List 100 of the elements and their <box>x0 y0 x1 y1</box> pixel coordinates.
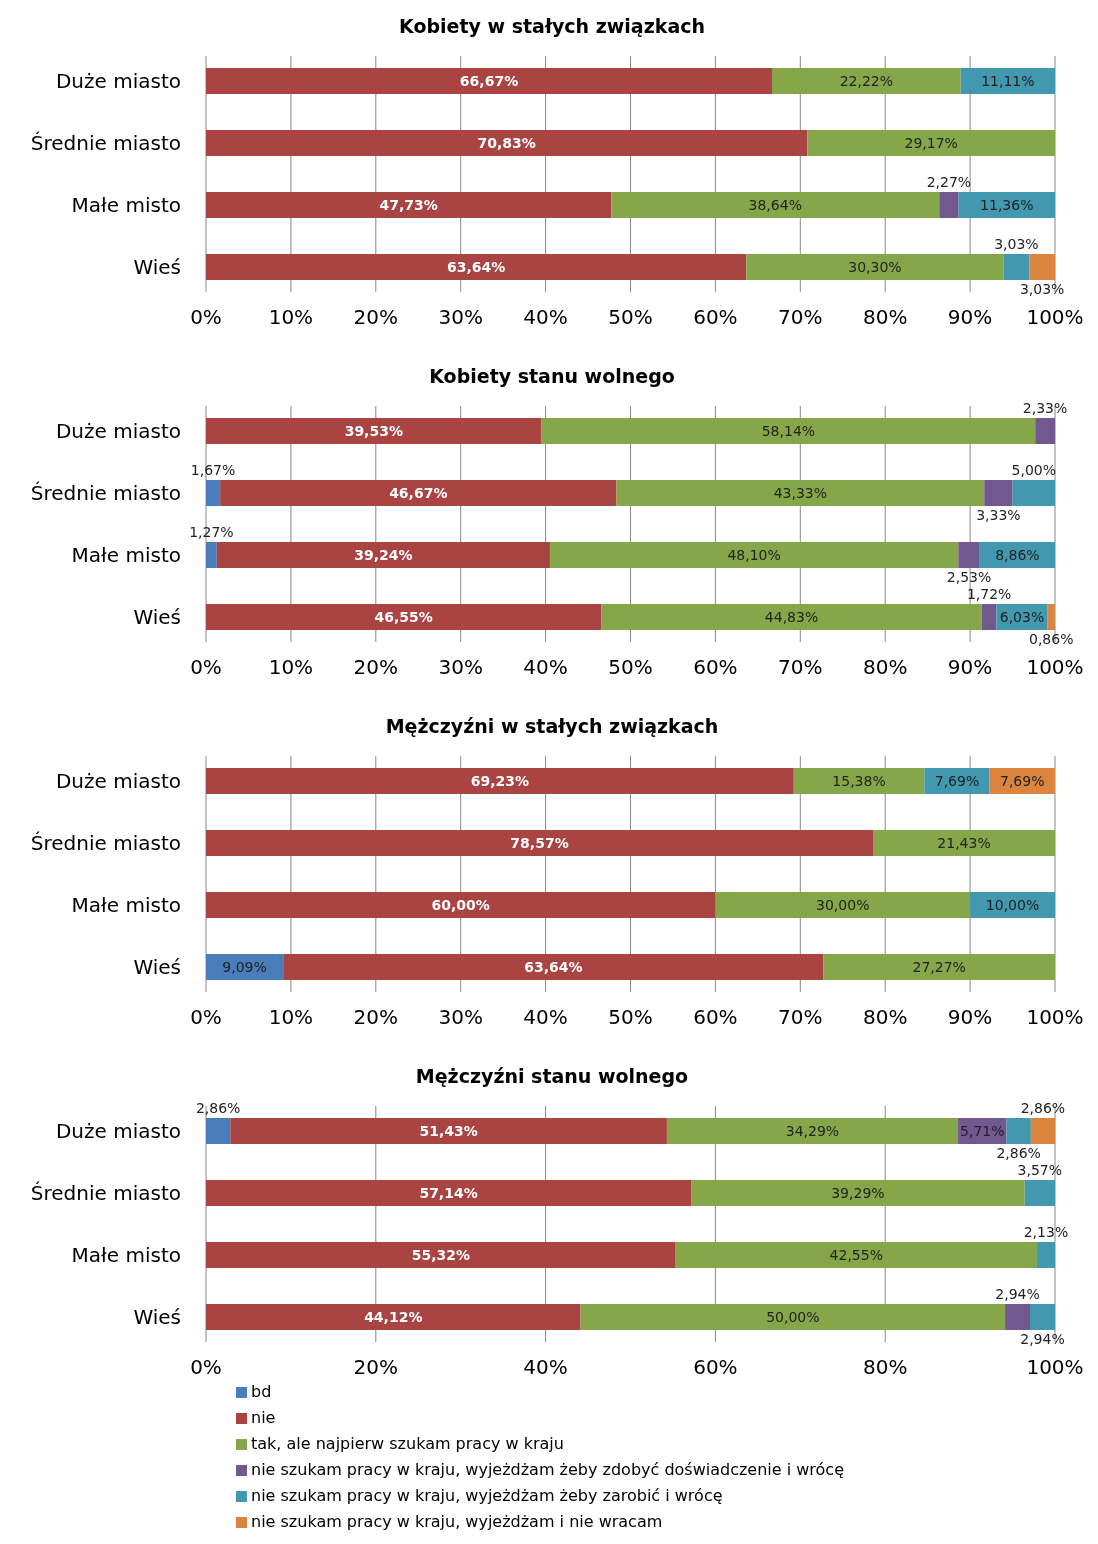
bar <box>616 480 985 506</box>
bar <box>206 1242 676 1268</box>
x-tick-label: 20% <box>353 1005 399 1029</box>
bar <box>1012 480 1055 506</box>
bar <box>541 418 1036 444</box>
legend-label: tak, ale najpierw szukam pracy w kraju <box>251 1434 564 1453</box>
data-label: 2,13% <box>1023 1224 1069 1240</box>
x-tick-label: 30% <box>438 1005 483 1029</box>
data-label: 2,33% <box>1022 400 1068 416</box>
bar <box>1030 1118 1056 1144</box>
y-tick-label: Średnie miasto <box>30 831 181 855</box>
bar <box>206 604 602 630</box>
x-tick-label: 70% <box>778 655 823 679</box>
data-label: 34,29% <box>785 1123 840 1139</box>
chart-title: Mężczyźni stanu wolnego <box>415 1065 689 1087</box>
y-tick-label: Duże miasto <box>55 419 181 443</box>
legend-label: bd <box>251 1382 272 1401</box>
x-tick-label: 100% <box>1026 1355 1084 1379</box>
y-tick-label: Wieś <box>133 255 181 279</box>
x-tick-label: 50% <box>608 1005 653 1029</box>
bar <box>206 830 874 856</box>
x-tick-label: 70% <box>778 1005 823 1029</box>
x-tick-label: 50% <box>608 305 653 329</box>
x-tick-label: 90% <box>947 655 993 679</box>
bar <box>601 604 982 630</box>
bar <box>230 1118 667 1144</box>
chart-title: Kobiety stanu wolnego <box>429 365 675 387</box>
data-label: 58,14% <box>761 423 816 439</box>
x-tick-label: 40% <box>523 305 568 329</box>
bar <box>206 130 808 156</box>
data-label: 39,53% <box>344 423 403 439</box>
data-label: 44,83% <box>764 609 819 625</box>
legend-label: nie szukam pracy w kraju, wyjeżdżam żeby zarobić i wrócę <box>251 1486 723 1505</box>
data-label: 3,33% <box>976 507 1021 523</box>
bar <box>1036 1242 1055 1268</box>
bar <box>823 954 1055 980</box>
bar <box>1024 1180 1055 1206</box>
data-label: 21,43% <box>937 835 991 851</box>
data-label: 2,86% <box>996 1145 1041 1161</box>
x-tick-label: 80% <box>862 1355 908 1379</box>
x-tick-label: 100% <box>1026 1005 1084 1029</box>
bar <box>960 68 1055 94</box>
data-label: 57,14% <box>419 1185 478 1201</box>
data-label: 1,72% <box>966 586 1012 602</box>
x-tick-label: 40% <box>523 655 568 679</box>
y-tick-label: Wieś <box>133 605 181 629</box>
bar <box>981 604 997 630</box>
bar <box>1047 604 1055 630</box>
data-label: 7,69% <box>1000 773 1045 789</box>
x-tick-label: 90% <box>947 305 993 329</box>
x-tick-label: 80% <box>862 655 908 679</box>
data-label: 66,67% <box>459 73 519 89</box>
x-tick-label: 60% <box>693 655 738 679</box>
x-tick-label: 100% <box>1026 305 1084 329</box>
bar <box>206 1118 231 1144</box>
bar <box>807 130 1055 156</box>
x-tick-label: 90% <box>947 1005 993 1029</box>
y-tick-label: Wieś <box>133 955 181 979</box>
data-label: 30,30% <box>848 259 902 275</box>
y-tick-label: Małe misto <box>71 543 181 567</box>
bar <box>1029 254 1055 280</box>
x-tick-label: 60% <box>693 1005 738 1029</box>
data-label: 42,55% <box>829 1247 883 1263</box>
bar <box>220 480 617 506</box>
data-label: 22,22% <box>839 73 894 89</box>
data-label: 2,94% <box>1020 1331 1065 1347</box>
data-label: 0,86% <box>1029 631 1074 647</box>
y-tick-label: Małe misto <box>71 1243 181 1267</box>
data-label: 29,17% <box>904 135 958 151</box>
bar <box>206 542 217 568</box>
bar <box>206 418 542 444</box>
bar <box>1030 1304 1055 1330</box>
bar <box>715 892 971 918</box>
legend-label: nie szukam pracy w kraju, wyjeżdżam i nie wracam <box>251 1512 663 1531</box>
data-label: 2,27% <box>926 174 972 190</box>
x-tick-label: 0% <box>190 305 222 329</box>
data-label: 2,53% <box>946 569 992 585</box>
bar <box>939 192 959 218</box>
x-tick-label: 60% <box>693 305 738 329</box>
data-label: 3,03% <box>1019 281 1065 297</box>
data-label: 9,09% <box>222 959 267 975</box>
bar <box>580 1304 1006 1330</box>
x-tick-label: 40% <box>523 1355 568 1379</box>
data-label: 50,00% <box>766 1309 820 1325</box>
bar <box>1006 1118 1031 1144</box>
x-tick-label: 0% <box>190 655 222 679</box>
bar <box>206 892 716 918</box>
data-label: 69,23% <box>470 773 530 789</box>
chart-title: Kobiety w stałych związkach <box>399 15 705 37</box>
bar <box>1005 1304 1031 1330</box>
data-label: 60,00% <box>431 897 490 913</box>
data-label: 15,38% <box>832 773 886 789</box>
x-tick-label: 60% <box>693 1355 738 1379</box>
bar <box>206 1304 581 1330</box>
x-tick-label: 80% <box>862 1005 908 1029</box>
data-label: 47,73% <box>379 197 438 213</box>
bar <box>206 254 747 280</box>
x-tick-label: 70% <box>778 305 823 329</box>
x-tick-label: 0% <box>190 1355 222 1379</box>
bar <box>206 192 612 218</box>
